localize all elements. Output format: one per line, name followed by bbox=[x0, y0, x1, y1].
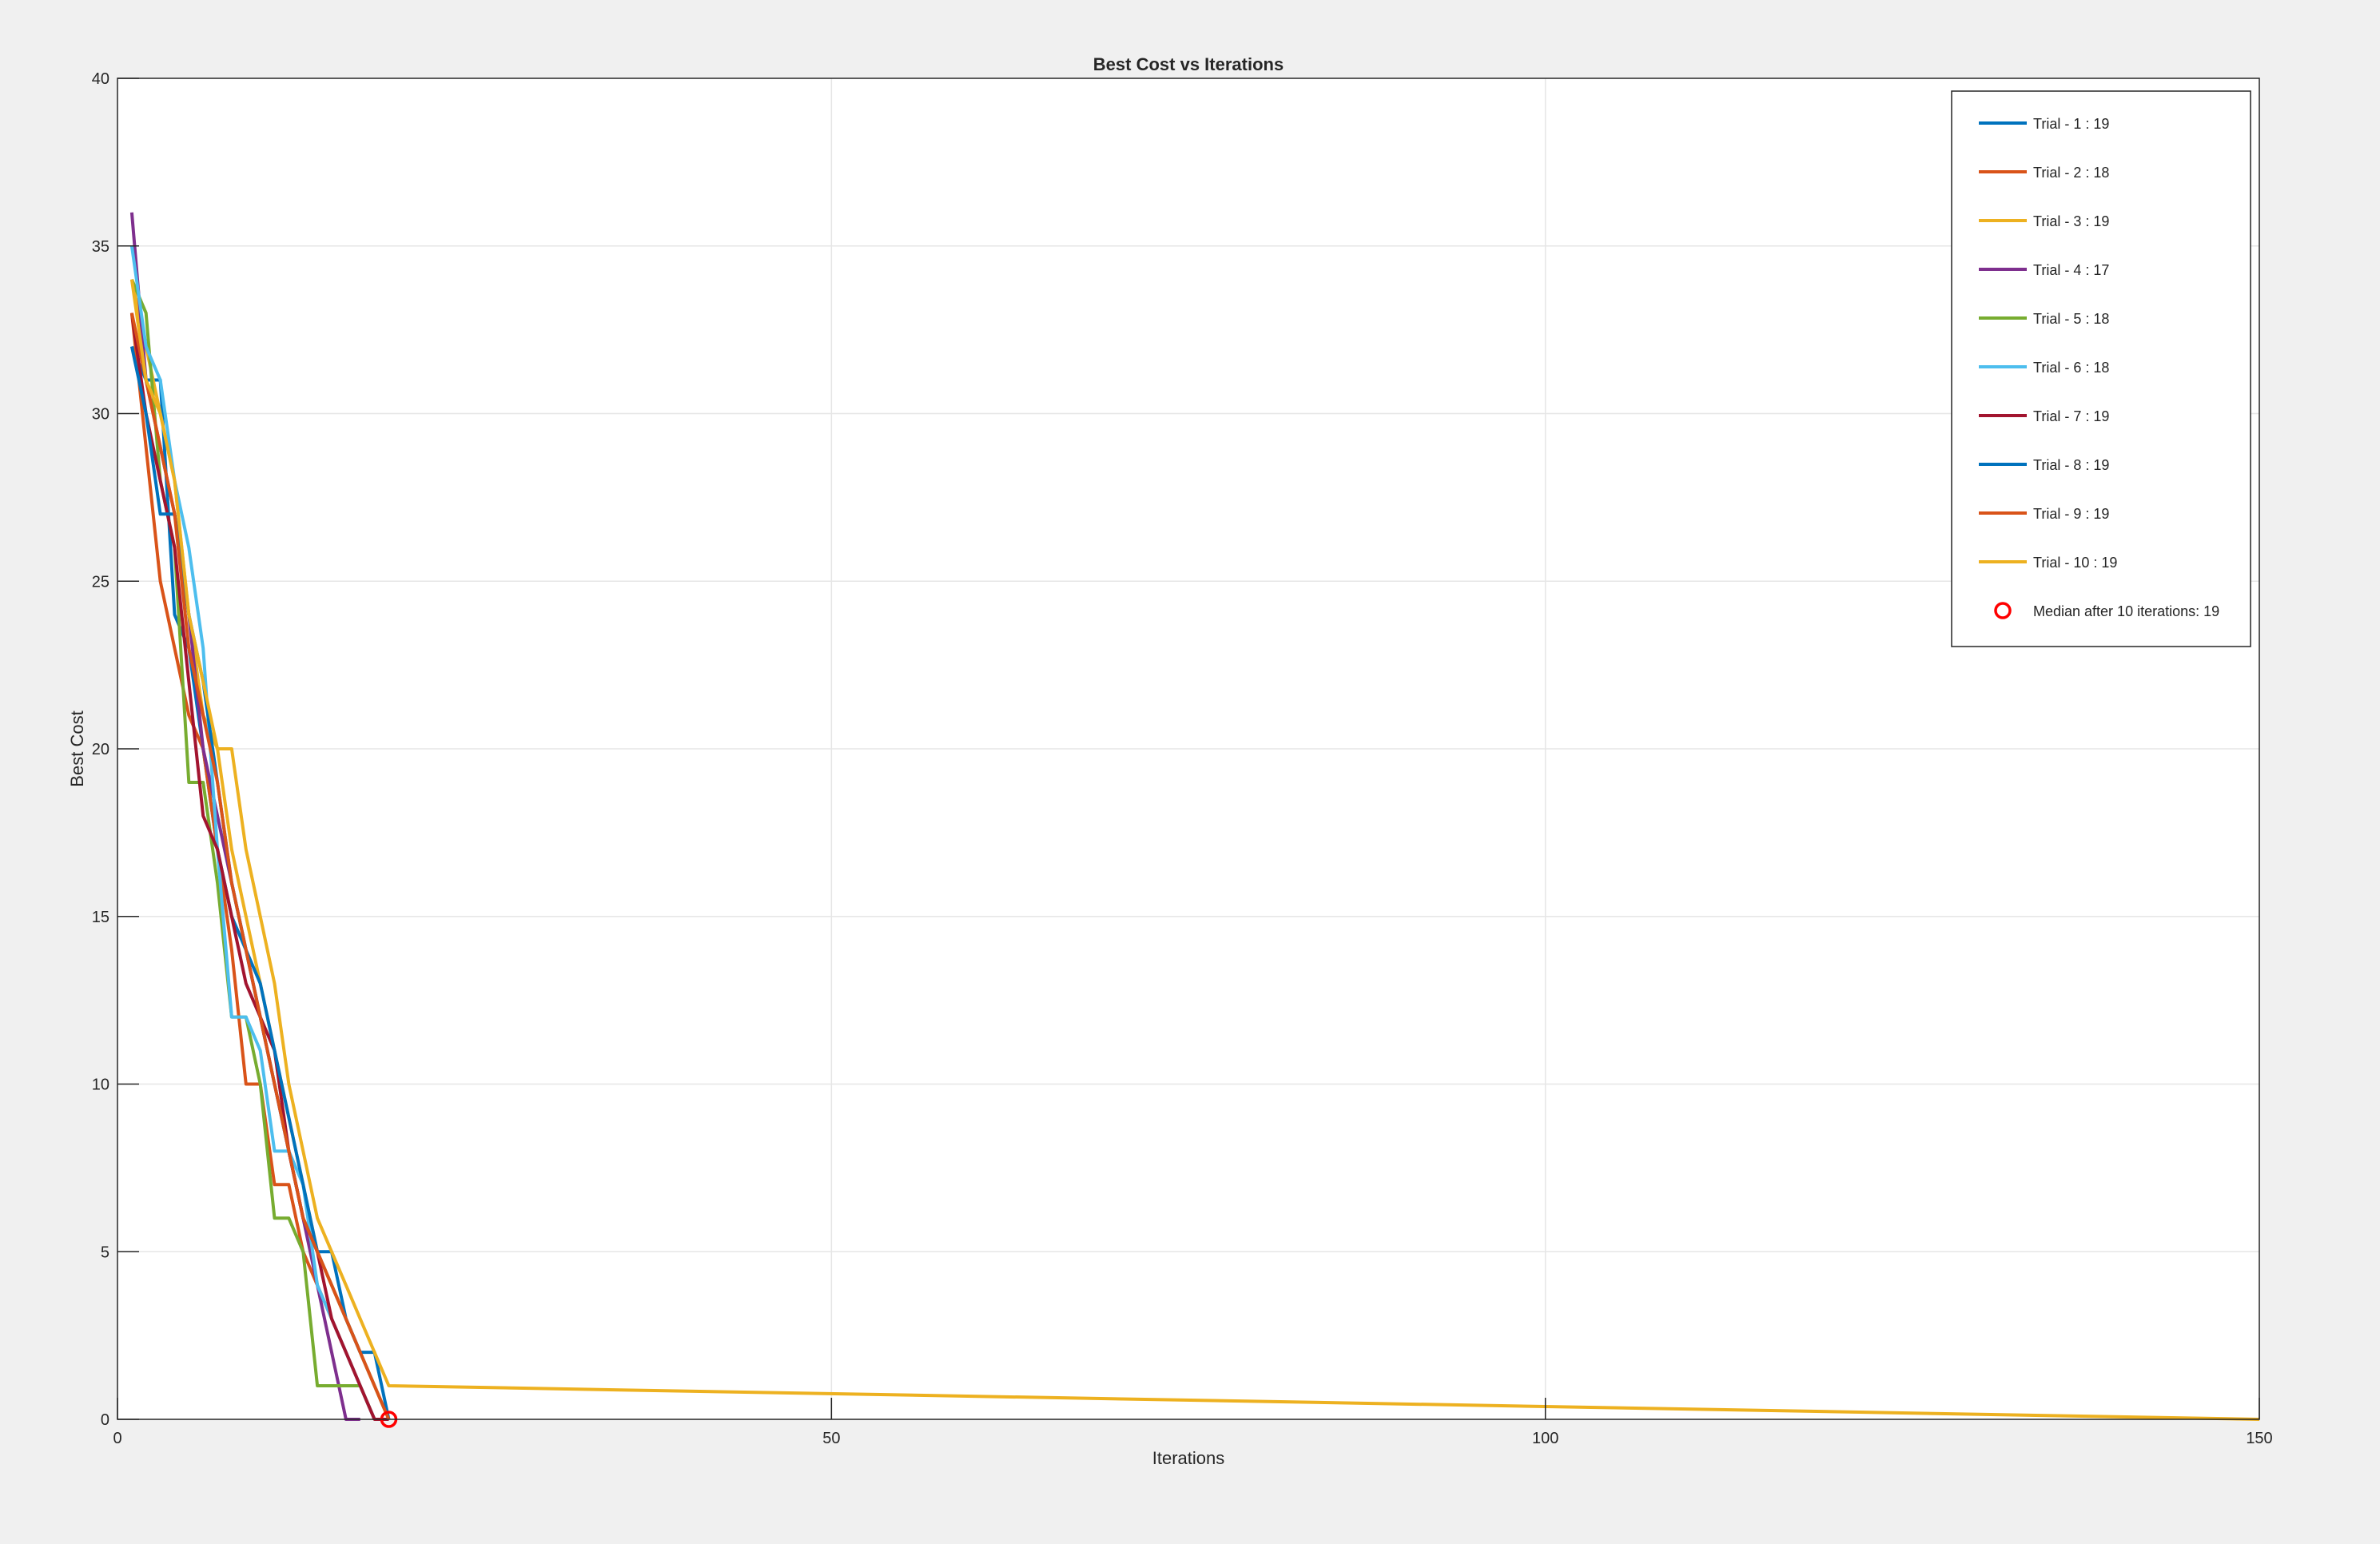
series-line-trial-9 bbox=[129, 312, 391, 1420]
x-axis-label: Iterations bbox=[1152, 1448, 1225, 1468]
legend-marker bbox=[1994, 602, 2012, 619]
legend-label: Trial - 1 : 19 bbox=[2033, 116, 2109, 132]
series-line-trial-10 bbox=[129, 279, 2260, 1421]
y-tick-label: 35 bbox=[92, 238, 109, 256]
y-axis-label: Best Cost bbox=[67, 710, 87, 786]
legend: Trial - 1 : 19 Trial - 2 : 18 Trial - 3 : … bbox=[1951, 90, 2251, 647]
legend-label: Trial - 2 : 18 bbox=[2033, 165, 2109, 181]
legend-box bbox=[1951, 90, 2251, 647]
x-tick-label: 150 bbox=[2246, 1430, 2272, 1447]
y-tick-label: 20 bbox=[92, 741, 109, 758]
x-tick-label: 0 bbox=[113, 1430, 121, 1447]
y-tick-label: 25 bbox=[92, 573, 109, 591]
y-tick-label: 0 bbox=[101, 1411, 109, 1429]
x-tick-label: 50 bbox=[822, 1430, 840, 1447]
y-tick-label: 15 bbox=[92, 909, 109, 926]
legend-label: Trial - 8 : 19 bbox=[2033, 457, 2109, 473]
chart-title: Best Cost vs Iterations bbox=[1093, 54, 1284, 74]
legend-label: Median after 10 iterations: 19 bbox=[2033, 603, 2219, 619]
legend-label: Trial - 5 : 18 bbox=[2033, 311, 2109, 327]
legend-label: Trial - 7 : 19 bbox=[2033, 408, 2109, 424]
legend-label: Trial - 3 : 19 bbox=[2033, 213, 2109, 229]
y-tick-label: 30 bbox=[92, 406, 109, 424]
axis-ticks: 0 50 100 150 0 5 10 15 20 25 30 35 40 bbox=[92, 70, 2273, 1447]
x-tick-label: 100 bbox=[1532, 1430, 1558, 1447]
y-tick-label: 5 bbox=[101, 1244, 109, 1261]
legend-label: Trial - 6 : 18 bbox=[2033, 360, 2109, 376]
series-lines bbox=[129, 212, 2260, 1421]
legend-label: Trial - 4 : 17 bbox=[2033, 262, 2109, 278]
y-tick-label: 40 bbox=[92, 70, 109, 88]
y-tick-label: 10 bbox=[92, 1076, 109, 1094]
grid-lines bbox=[117, 78, 2259, 1419]
legend-label: Trial - 10 : 19 bbox=[2033, 555, 2117, 571]
legend-label: Trial - 9 : 19 bbox=[2033, 506, 2109, 522]
